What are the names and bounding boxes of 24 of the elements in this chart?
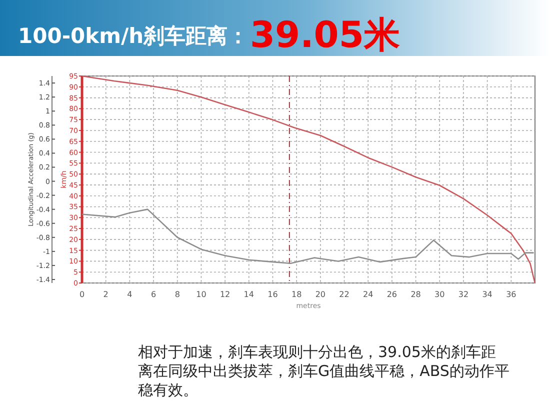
x-tick-label: 20 bbox=[315, 290, 326, 299]
x-tick-label: 8 bbox=[174, 290, 180, 299]
chart-subtitle: 39.05米 bbox=[250, 15, 400, 56]
x-tick-label: 30 bbox=[434, 290, 445, 299]
x-tick-label: 26 bbox=[386, 290, 398, 299]
x-tick-label: 6 bbox=[150, 290, 156, 299]
x-tick-label: 4 bbox=[127, 290, 132, 299]
x-tick-label: 12 bbox=[220, 290, 230, 299]
x-tick-label: 10 bbox=[196, 290, 206, 299]
x-tick-label: 32 bbox=[458, 290, 469, 299]
line-series bbox=[81, 75, 536, 284]
x-tick-label: 16 bbox=[268, 290, 278, 299]
x-tick-label: 2 bbox=[103, 290, 108, 299]
text: 相对于加速，刹车表现则十分出色，39.05米的刹车距离在同级中出类拔萃，刹车G值曲线平稳，ABS的动作平稳有效。 bbox=[138, 343, 510, 400]
line-series bbox=[81, 208, 534, 264]
x-tick-label: 24 bbox=[363, 290, 374, 299]
x-tick-label: 36 bbox=[506, 290, 516, 299]
x-tick-label: 0 bbox=[79, 290, 85, 299]
chart-title: 100-0km/h刹车距离： bbox=[18, 24, 249, 48]
x-tick-label: 18 bbox=[291, 290, 302, 299]
x-tick-label: 14 bbox=[244, 290, 254, 299]
x-tick-label: 34 bbox=[482, 290, 492, 299]
x-tick-label: 28 bbox=[410, 290, 421, 299]
x-tick-label: 22 bbox=[339, 290, 350, 299]
